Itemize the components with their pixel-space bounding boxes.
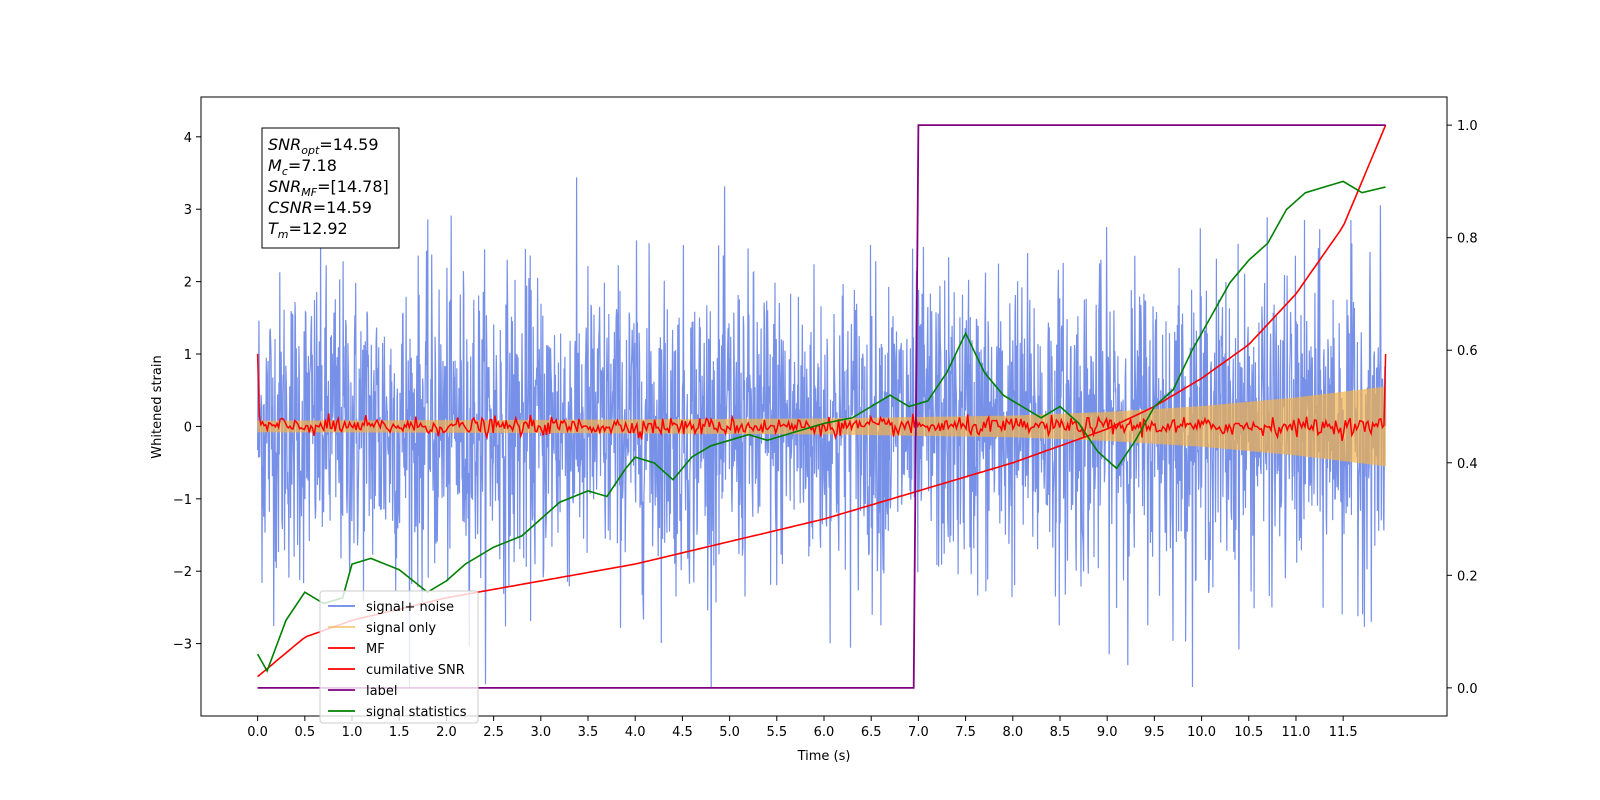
y-tick-label: 4 bbox=[184, 131, 192, 146]
x-tick-label: 11.5 bbox=[1329, 725, 1358, 740]
x-tick-label: 1.5 bbox=[389, 725, 410, 740]
legend-label: signal+ noise bbox=[366, 600, 454, 615]
annotation-subscript: m bbox=[278, 228, 289, 241]
series-signal-statistics bbox=[256, 180, 1386, 673]
annotation-line: SNRMF=[14.78] bbox=[268, 177, 389, 199]
annotation-symbol: M bbox=[268, 156, 282, 175]
annotation-subscript: c bbox=[282, 165, 288, 178]
annotation-line: Mc=7.18 bbox=[268, 156, 337, 178]
annotation-line: CSNR=14.59 bbox=[268, 198, 372, 217]
annotation-symbol: T bbox=[268, 219, 279, 238]
x-tick-label: 8.5 bbox=[1050, 725, 1071, 740]
annotation-line: SNRopt=14.59 bbox=[268, 135, 379, 157]
x-tick-label: 9.0 bbox=[1097, 725, 1118, 740]
x-tick-label: 9.5 bbox=[1144, 725, 1165, 740]
annotation-subscript: opt bbox=[301, 144, 320, 157]
annotation-box: SNRopt=14.59Mc=7.18SNRMF=[14.78]CSNR=14.… bbox=[261, 127, 400, 249]
x-tick-label: 10.5 bbox=[1234, 725, 1263, 740]
annotation-value: =12.92 bbox=[289, 219, 348, 238]
x-tick-label: 8.0 bbox=[1002, 725, 1023, 740]
x-tick-label: 2.0 bbox=[436, 725, 457, 740]
y2-tick-label: 0.2 bbox=[1457, 569, 1478, 584]
x-tick-label: 4.0 bbox=[625, 725, 646, 740]
x-tick-label: 10.0 bbox=[1187, 725, 1216, 740]
x-tick-label: 2.5 bbox=[483, 725, 504, 740]
x-tick-label: 6.5 bbox=[861, 725, 882, 740]
series-mf bbox=[256, 353, 1387, 441]
y2-tick-label: 0.0 bbox=[1457, 682, 1478, 697]
annotation-value: =14.59 bbox=[313, 198, 372, 217]
y2-tick-label: 1.0 bbox=[1457, 119, 1478, 134]
x-tick-label: 3.5 bbox=[578, 725, 599, 740]
annotation-value: =14.59 bbox=[319, 135, 378, 154]
annotation-symbol: SNR bbox=[268, 135, 301, 154]
legend-label: MF bbox=[366, 642, 385, 657]
legend-frame bbox=[319, 590, 479, 724]
legend-label: label bbox=[366, 684, 397, 699]
x-tick-label: 11.0 bbox=[1281, 725, 1310, 740]
legend-label: signal statistics bbox=[366, 705, 467, 720]
y-tick-label: 0 bbox=[184, 420, 192, 435]
annotation-value: =7.18 bbox=[288, 156, 337, 175]
annotation-subscript: MF bbox=[301, 186, 317, 199]
x-tick-label: 4.5 bbox=[672, 725, 693, 740]
annotation-symbol: CSNR bbox=[268, 198, 313, 217]
x-tick-label: 1.0 bbox=[342, 725, 363, 740]
annotation-frame bbox=[261, 127, 400, 249]
annotation-symbol: SNR bbox=[268, 177, 301, 196]
y-tick-label: 2 bbox=[184, 276, 192, 291]
y-tick-label: 1 bbox=[184, 348, 192, 363]
x-tick-label: 6.0 bbox=[814, 725, 835, 740]
x-tick-label: 5.0 bbox=[719, 725, 740, 740]
axes: 0.0 0.5 1.0 1.5 2.0 2.5 3.0 3.5 4.0 4.5 5.0 5.5 6.0 6… bbox=[173, 96, 1478, 740]
x-tick-label: 7.0 bbox=[908, 725, 929, 740]
y-tick-label: −3 bbox=[173, 638, 192, 653]
x-tick-label: 5.5 bbox=[766, 725, 787, 740]
y-tick-label: 3 bbox=[184, 203, 192, 218]
y-tick-label: −1 bbox=[173, 493, 192, 508]
legend-label: signal only bbox=[366, 621, 436, 636]
x-axis-label: Time (s) bbox=[797, 749, 851, 764]
y-tick-label: −2 bbox=[173, 565, 192, 580]
y2-tick-label: 0.6 bbox=[1457, 344, 1478, 359]
y2-tick-label: 0.4 bbox=[1457, 457, 1478, 472]
annotation-value: =[14.78] bbox=[317, 177, 389, 196]
x-tick-label: 3.0 bbox=[530, 725, 551, 740]
annotation-line: Tm=12.92 bbox=[268, 219, 348, 241]
y-axis-label: Whitened strain bbox=[150, 355, 165, 458]
series-label bbox=[257, 124, 1386, 689]
x-tick-label: 0.0 bbox=[247, 725, 268, 740]
y2-tick-label: 0.8 bbox=[1457, 232, 1478, 247]
x-tick-label: 0.5 bbox=[294, 725, 315, 740]
x-tick-label: 7.5 bbox=[955, 725, 976, 740]
legend-label: cumilative SNR bbox=[366, 663, 465, 678]
legend: signal+ noise signal only MF cumilative SNR… bbox=[319, 590, 479, 724]
